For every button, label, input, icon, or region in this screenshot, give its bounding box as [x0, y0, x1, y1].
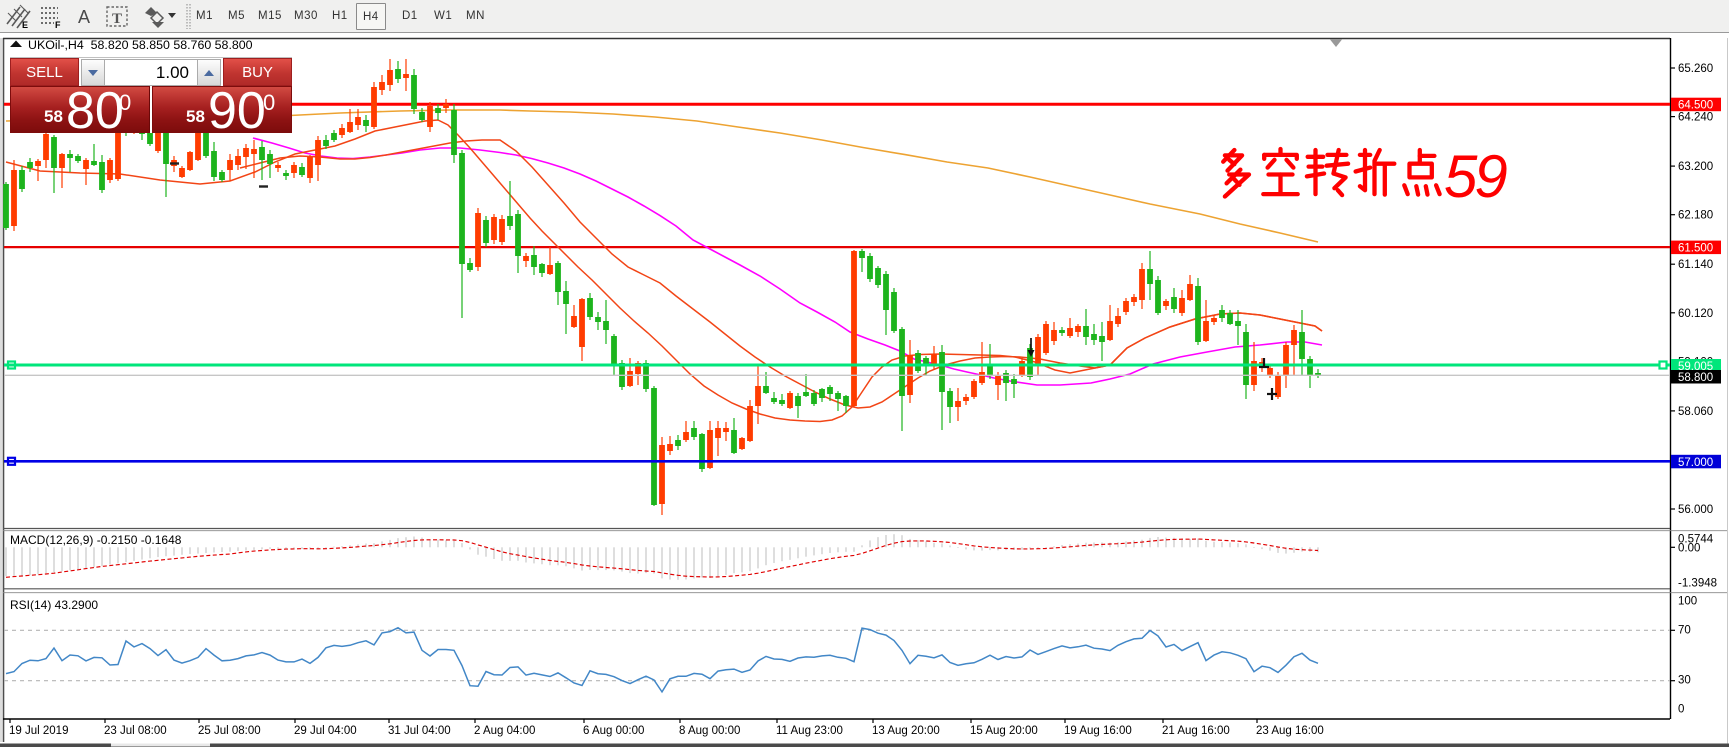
- svg-text:A: A: [78, 7, 90, 27]
- svg-text:13 Aug 20:00: 13 Aug 20:00: [872, 725, 940, 737]
- svg-text:-1.3948: -1.3948: [1678, 578, 1717, 590]
- svg-text:UKOil-,H4 58.820 58.850 58.76: UKOil-,H4 58.820 58.850 58.760 58.800: [28, 38, 253, 52]
- svg-text:31 Jul 04:00: 31 Jul 04:00: [388, 725, 451, 737]
- svg-text:59: 59: [1444, 143, 1507, 210]
- svg-text:25 Jul 08:00: 25 Jul 08:00: [198, 725, 261, 737]
- svg-text:23 Aug 16:00: 23 Aug 16:00: [1256, 725, 1324, 737]
- svg-text:RSI(14) 43.2900: RSI(14) 43.2900: [10, 598, 98, 612]
- svg-text:11 Aug 23:00: 11 Aug 23:00: [776, 725, 843, 737]
- svg-text:65.260: 65.260: [1678, 63, 1713, 75]
- svg-text:57.000: 57.000: [1678, 457, 1713, 469]
- svg-text:63.200: 63.200: [1678, 161, 1713, 173]
- svg-text:100: 100: [1678, 596, 1697, 608]
- svg-text:2 Aug 04:00: 2 Aug 04:00: [474, 725, 535, 737]
- svg-text:58.800: 58.800: [1678, 372, 1713, 384]
- svg-text:62.180: 62.180: [1678, 210, 1713, 222]
- svg-text:60.120: 60.120: [1678, 308, 1713, 320]
- svg-text:56.000: 56.000: [1678, 504, 1713, 516]
- svg-text:F: F: [55, 20, 61, 30]
- svg-text:0.5744: 0.5744: [1678, 534, 1714, 546]
- svg-text:0.00: 0.00: [1678, 543, 1700, 555]
- svg-text:64.240: 64.240: [1678, 112, 1713, 124]
- svg-text:21 Aug 16:00: 21 Aug 16:00: [1162, 725, 1230, 737]
- svg-text:58.060: 58.060: [1678, 406, 1713, 418]
- svg-text:6 Aug 00:00: 6 Aug 00:00: [583, 725, 644, 737]
- svg-text:19 Jul 2019: 19 Jul 2019: [9, 725, 68, 737]
- svg-text:61.140: 61.140: [1678, 259, 1713, 271]
- svg-text:MACD(12,26,9) -0.2150 -0.1648: MACD(12,26,9) -0.2150 -0.1648: [10, 533, 182, 547]
- svg-text:T: T: [112, 11, 122, 27]
- svg-text:64.500: 64.500: [1678, 100, 1713, 112]
- svg-text:29 Jul 04:00: 29 Jul 04:00: [294, 725, 357, 737]
- svg-text:61.500: 61.500: [1678, 243, 1713, 255]
- svg-text:15 Aug 20:00: 15 Aug 20:00: [970, 725, 1038, 737]
- svg-text:0: 0: [1678, 704, 1684, 716]
- svg-text:23 Jul 08:00: 23 Jul 08:00: [104, 725, 167, 737]
- svg-text:30: 30: [1678, 675, 1691, 687]
- svg-text:E: E: [22, 20, 28, 30]
- svg-text:70: 70: [1678, 625, 1691, 637]
- svg-text:8 Aug 00:00: 8 Aug 00:00: [679, 725, 740, 737]
- svg-text:19 Aug 16:00: 19 Aug 16:00: [1064, 725, 1132, 737]
